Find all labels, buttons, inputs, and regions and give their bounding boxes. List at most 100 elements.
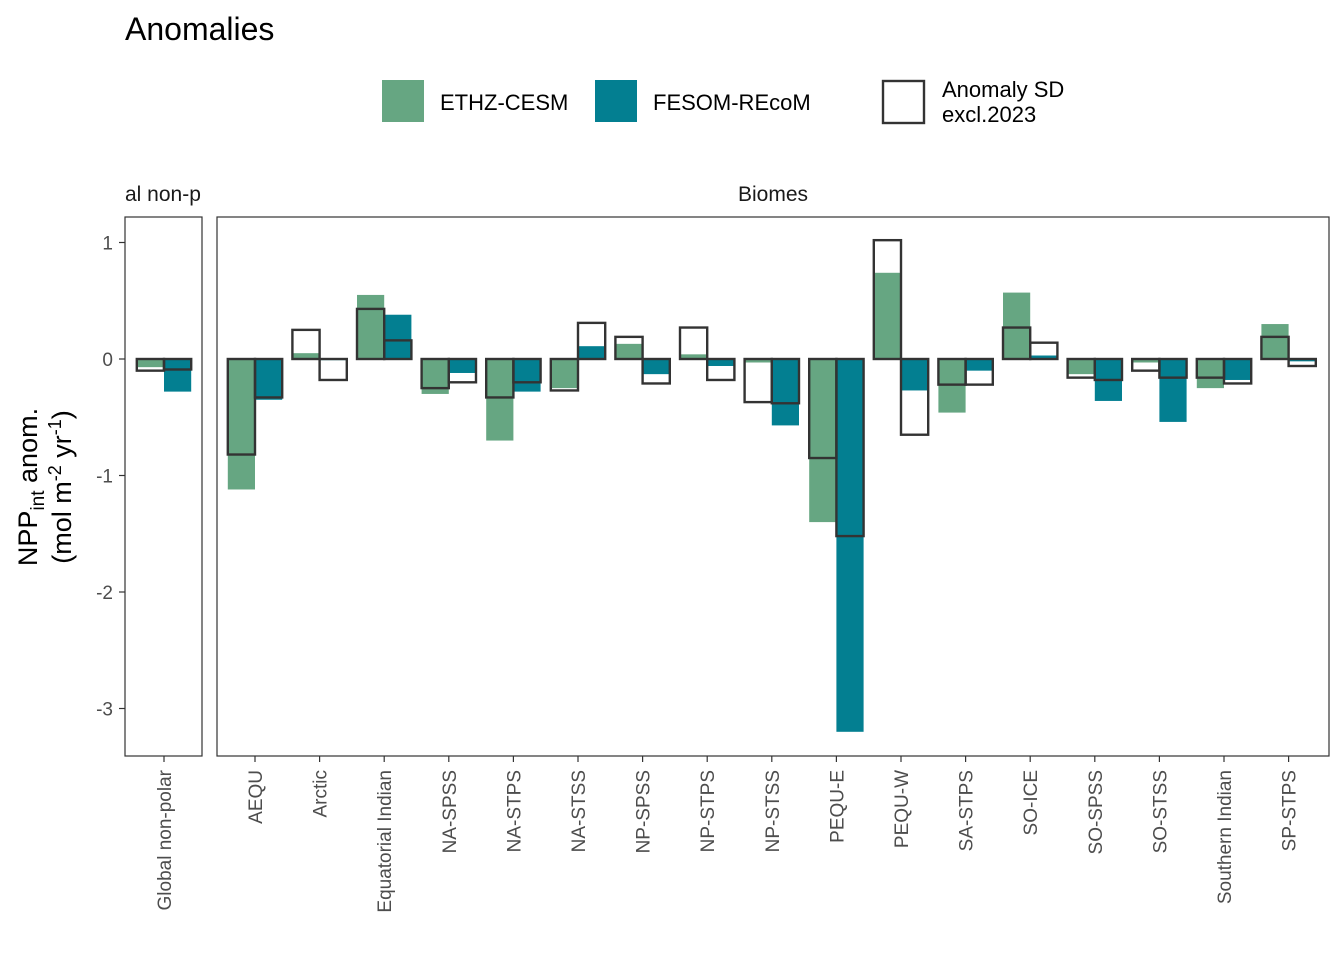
- x-tick-label-na-stps: NA-STPS: [504, 770, 525, 852]
- bar-ethz-global-non-polar: [136, 359, 164, 368]
- legend-label-sd-line1: Anomaly SD: [942, 77, 1064, 102]
- legend-label-fesom: FESOM-REcoM: [653, 90, 811, 115]
- bar-ethz-np-stps: [680, 354, 708, 359]
- bar-ethz-so-ice: [1003, 292, 1031, 359]
- bar-fesom-na-stss: [578, 346, 606, 359]
- sd-box-fesom-global-non-polar: [162, 357, 193, 371]
- panel-global-bars: [135, 357, 193, 392]
- sd-box-ethz-equatorial-indian: [355, 307, 386, 361]
- y-axis-label: NPPint anom. (mol m-2 yr-1): [13, 408, 77, 566]
- y-axis: 1 0 -1 -2 -3: [96, 234, 125, 721]
- y-tick-label-0: 0: [102, 350, 113, 371]
- x-tick-label-so-ice: SO-ICE: [1021, 770, 1042, 835]
- sd-box-fesom-na-spss: [447, 357, 478, 384]
- panel-biomes-border: [216, 216, 1330, 757]
- panel-global-border: [124, 216, 203, 757]
- sd-box-ethz-aequ: [226, 357, 257, 456]
- bar-ethz-pequ-w: [873, 272, 901, 359]
- sd-box-fesom-pequ-w: [899, 357, 930, 436]
- x-tick-label-pequ-e: PEQU-E: [827, 770, 848, 843]
- bar-ethz-sp-stps: [1261, 324, 1289, 359]
- bar-fesom-na-spss: [448, 359, 476, 373]
- sd-box-fesom-arctic: [318, 357, 349, 382]
- x-tick-label-aequ: AEQU: [246, 770, 267, 824]
- y-tick-label--1: -1: [96, 467, 113, 488]
- bar-fesom-global-non-polar: [164, 359, 192, 392]
- sd-box-ethz-pequ-w: [872, 238, 903, 361]
- sd-box-fesom-aequ: [253, 357, 284, 399]
- x-axis: Global non-polar AEQU Arctic Equatorial Ind…: [155, 756, 1301, 913]
- x-tick-label-sa-stps: SA-STPS: [957, 770, 978, 851]
- x-tick-label-np-stps: NP-STPS: [698, 770, 719, 852]
- legend-key-ethz: [382, 80, 424, 122]
- x-tick-label-global-non-polar: Global non-polar: [155, 769, 176, 910]
- x-tick-label-sp-stps: SP-STPS: [1280, 770, 1301, 851]
- sd-box-fesom-sa-stps: [964, 357, 994, 386]
- legend-key-sd: [881, 79, 926, 125]
- bar-ethz-arctic: [292, 353, 320, 359]
- bar-fesom-np-spss: [642, 359, 670, 375]
- y-tick-label--2: -2: [96, 583, 113, 604]
- legend-label-ethz: ETHZ-CESM: [440, 90, 568, 115]
- sd-box-fesom-so-ice: [1028, 341, 1059, 361]
- sd-box-fesom-pequ-e: [835, 357, 865, 538]
- sd-box-fesom-na-stps: [512, 357, 542, 384]
- bar-fesom-equatorial-indian: [384, 314, 412, 359]
- bar-fesom-na-stps: [513, 359, 541, 392]
- bar-fesom-pequ-w: [901, 359, 929, 391]
- strip-label-global: al non-p: [125, 183, 201, 206]
- sd-box-ethz-np-stps: [678, 326, 709, 361]
- sd-box-ethz-arctic: [291, 328, 321, 361]
- chart-title: Anomalies: [125, 11, 274, 47]
- legend: ETHZ-CESM FESOM-REcoM Anomaly SD excl.20…: [382, 77, 1064, 127]
- sd-box-fesom-southern-indian: [1222, 357, 1253, 385]
- bar-fesom-pequ-e: [836, 359, 864, 732]
- sd-box-fesom-equatorial-indian: [383, 339, 413, 361]
- bar-ethz-equatorial-indian: [357, 294, 385, 359]
- sd-box-ethz-na-stss: [549, 357, 580, 392]
- x-tick-label-np-spss: NP-SPSS: [634, 770, 655, 853]
- strip-label-biomes: Biomes: [738, 183, 808, 206]
- y-axis-label-line1: NPPint anom.: [13, 408, 49, 566]
- bar-ethz-aequ: [227, 359, 255, 490]
- bar-ethz-na-stss: [550, 359, 578, 389]
- legend-key-fesom: [595, 80, 637, 122]
- sd-box-fesom-np-stss: [770, 357, 801, 405]
- x-tick-label-so-spss: SO-SPSS: [1086, 770, 1107, 854]
- sd-box-fesom-np-spss: [641, 357, 671, 385]
- x-tick-label-arctic: Arctic: [311, 770, 332, 818]
- bar-ethz-so-spss: [1067, 359, 1095, 375]
- sd-box-ethz-np-spss: [614, 335, 644, 361]
- x-tick-label-pequ-w: PEQU-W: [892, 770, 913, 848]
- bar-fesom-so-ice: [1030, 355, 1058, 359]
- bar-fesom-aequ: [255, 359, 283, 400]
- x-tick-label-na-spss: NA-SPSS: [440, 770, 461, 853]
- bar-ethz-np-stss: [744, 359, 772, 363]
- bar-fesom-np-stss: [771, 359, 799, 426]
- bar-fesom-so-stss: [1159, 359, 1187, 422]
- bar-ethz-pequ-e: [809, 359, 837, 523]
- sd-box-fesom-so-spss: [1093, 357, 1124, 382]
- panel-biomes-bars: [226, 238, 1317, 732]
- x-tick-label-equatorial-indian: Equatorial Indian: [375, 770, 396, 913]
- bar-ethz-southern-indian: [1196, 359, 1224, 389]
- sd-box-ethz-sp-stps: [1260, 335, 1290, 361]
- sd-box-ethz-np-stss: [743, 357, 773, 404]
- sd-box-fesom-na-stss: [576, 321, 607, 361]
- y-tick-label--3: -3: [96, 700, 113, 721]
- bar-ethz-np-spss: [615, 343, 643, 359]
- bar-ethz-so-stss: [1132, 359, 1160, 363]
- x-tick-label-np-stss: NP-STSS: [763, 770, 784, 852]
- y-axis-label-line2: (mol m-2 yr-1): [45, 410, 77, 564]
- x-tick-label-southern-indian: Southern Indian: [1215, 770, 1236, 904]
- legend-label-sd-line2: excl.2023: [942, 102, 1036, 127]
- x-tick-label-so-stss: SO-STSS: [1150, 770, 1171, 853]
- y-tick-label-1: 1: [102, 234, 113, 255]
- sd-box-fesom-np-stps: [706, 357, 736, 382]
- bar-fesom-sa-stps: [965, 359, 993, 371]
- x-tick-label-na-stss: NA-STSS: [569, 770, 590, 852]
- sd-box-fesom-sp-stps: [1287, 357, 1317, 368]
- sd-box-fesom-so-stss: [1158, 357, 1188, 379]
- bar-fesom-southern-indian: [1224, 359, 1252, 380]
